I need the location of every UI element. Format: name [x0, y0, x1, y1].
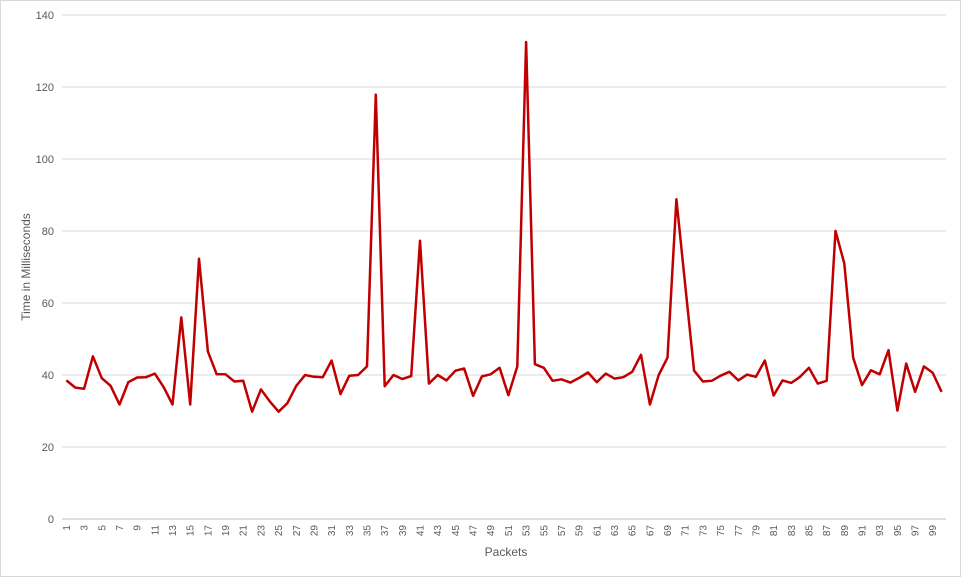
y-tick-label: 100: [36, 154, 54, 166]
x-tick-label: 69: [663, 525, 674, 537]
series-line: [65, 40, 943, 413]
x-tick-label: 65: [628, 525, 639, 537]
x-tick-label: 31: [327, 525, 338, 537]
x-tick-label: 55: [539, 525, 550, 537]
y-tick-label: 80: [42, 226, 54, 238]
x-tick-label: 33: [345, 525, 356, 537]
x-tick-label: 29: [309, 525, 320, 537]
x-tick-label: 1: [62, 525, 73, 531]
x-tick-label: 99: [928, 525, 939, 537]
x-tick-label: 49: [486, 525, 497, 537]
x-tick-label: 35: [362, 525, 373, 537]
x-tick-label: 73: [698, 525, 709, 537]
x-tick-label: 57: [557, 525, 568, 537]
x-tick-label: 47: [469, 525, 480, 537]
x-axis-title: Packets: [485, 545, 528, 559]
x-tick-label: 59: [575, 525, 586, 537]
x-tick-label: 5: [97, 525, 108, 531]
x-tick-label: 51: [504, 525, 515, 537]
x-tick-label: 3: [80, 525, 91, 531]
gridlines: [62, 14, 946, 448]
x-tick-label: 15: [186, 525, 197, 537]
y-tick-label: 20: [42, 442, 54, 454]
x-tick-label: 79: [751, 525, 762, 537]
y-axis-title: Time in Milliseconds: [19, 213, 33, 321]
x-tick-label: 93: [875, 525, 886, 537]
y-tick-label: 140: [36, 10, 54, 22]
x-tick-label: 39: [398, 525, 409, 537]
x-tick-label: 17: [203, 525, 214, 537]
x-tick-label: 43: [433, 525, 444, 537]
x-tick-label: 61: [592, 525, 603, 537]
y-tick-label: 120: [36, 82, 54, 94]
x-tick-label: 67: [645, 525, 656, 537]
x-tick-label: 81: [769, 525, 780, 537]
x-tick-label: 83: [787, 525, 798, 537]
x-tick-label: 77: [734, 525, 745, 537]
x-tick-label: 13: [168, 525, 179, 537]
x-tick-label: 7: [115, 525, 126, 531]
y-tick-label: 60: [42, 298, 54, 310]
x-tick-label: 91: [858, 525, 869, 537]
x-axis-ticks: 1 3 5 7 9 11 13 15 17 19 21 23 25 27 29 31 33 35 37 39 41 43 4…: [62, 525, 939, 537]
x-tick-label: 37: [380, 525, 391, 537]
x-tick-label: 75: [716, 525, 727, 537]
y-axis-ticks: 0 20 40 60 80 100 120 140: [36, 10, 54, 526]
x-tick-label: 41: [416, 525, 427, 537]
x-tick-label: 23: [256, 525, 267, 537]
x-tick-label: 25: [274, 525, 285, 537]
x-tick-label: 45: [451, 525, 462, 537]
x-tick-label: 11: [150, 525, 161, 536]
x-tick-label: 71: [681, 525, 692, 537]
x-tick-label: 87: [822, 525, 833, 537]
x-tick-label: 97: [911, 525, 922, 537]
x-tick-label: 27: [292, 525, 303, 537]
y-tick-label: 0: [48, 514, 54, 526]
y-tick-label: 40: [42, 370, 54, 382]
x-tick-label: 9: [133, 525, 144, 531]
x-tick-label: 53: [522, 525, 533, 537]
x-tick-label: 85: [804, 525, 815, 537]
x-tick-label: 89: [840, 525, 851, 537]
x-tick-label: 19: [221, 525, 232, 537]
x-tick-label: 21: [239, 525, 250, 537]
x-tick-label: 95: [893, 525, 904, 537]
x-tick-label: 63: [610, 525, 621, 537]
